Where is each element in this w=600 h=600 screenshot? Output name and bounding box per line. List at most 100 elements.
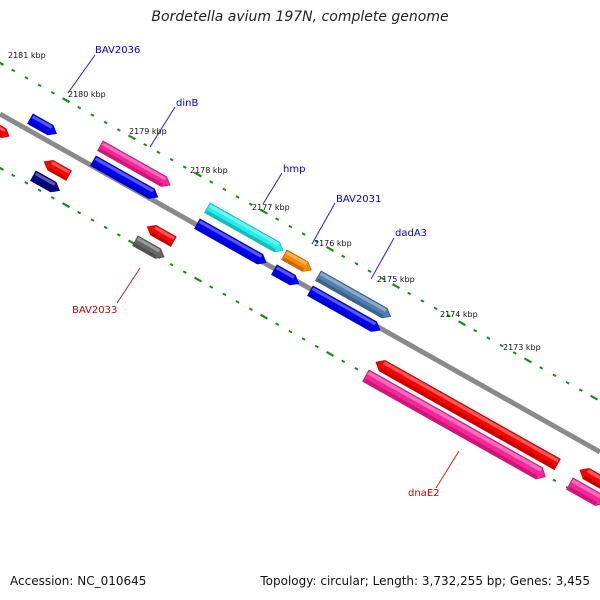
- tick-mark: [457, 320, 467, 327]
- tick-mark: [367, 269, 372, 273]
- tick-mark: [259, 313, 269, 320]
- leader-hmp: [262, 172, 283, 205]
- tick-mark: [314, 344, 319, 349]
- tick-mark: [156, 150, 161, 154]
- leader-dnae2: [435, 450, 460, 489]
- tick-mark: [182, 270, 187, 274]
- gene-red-2[interactable]: [145, 222, 177, 247]
- tick-mark: [127, 134, 137, 141]
- tick-mark: [209, 285, 214, 289]
- tick-mark: [473, 328, 478, 333]
- tick-mark: [248, 202, 253, 207]
- tick-mark: [446, 314, 451, 318]
- gene-label-bav2033[interactable]: BAV2033: [72, 305, 117, 316]
- gene-label-dinb[interactable]: dinB: [176, 98, 198, 109]
- gene-blue-3[interactable]: [271, 264, 302, 288]
- gene-dnae2[interactable]: [362, 369, 549, 482]
- gene-red-small[interactable]: [42, 157, 72, 181]
- tick-mark: [37, 188, 42, 193]
- tick-mark: [314, 239, 319, 244]
- leader-bav2031: [311, 202, 336, 245]
- tick-mark: [325, 245, 335, 252]
- gene-dinb[interactable]: [97, 140, 173, 190]
- tick-mark: [103, 120, 108, 125]
- tick-mark: [341, 359, 346, 364]
- gene-bav2031[interactable]: [281, 249, 314, 275]
- gene-label-dnae2[interactable]: dnaE2: [408, 488, 440, 499]
- tick-mark: [341, 254, 346, 259]
- leader-dada3: [370, 237, 395, 280]
- gene-track: [0, 113, 600, 509]
- tick-mark: [512, 351, 517, 355]
- tick-mark: [143, 143, 148, 147]
- tick-mark: [325, 350, 335, 357]
- tick-mark: [169, 262, 174, 267]
- tick-mark: [288, 329, 293, 334]
- tick-mark: [116, 233, 121, 237]
- tick-mark: [0, 61, 5, 66]
- tick-mark: [259, 208, 269, 215]
- tick-mark: [37, 83, 42, 88]
- tick-mark: [407, 291, 412, 296]
- tick-mark: [11, 173, 16, 178]
- kbp-label: 2179 kbp: [129, 127, 167, 136]
- tick-mark: [50, 91, 55, 95]
- tick-mark: [433, 306, 438, 311]
- tick-mark: [169, 157, 174, 162]
- gene-labels: BAV2036 dinB hmp BAV2031 dadA3 BAV2033 d…: [72, 45, 440, 499]
- tick-mark: [380, 276, 385, 281]
- tick-mark: [77, 105, 82, 110]
- tick-mark: [103, 225, 108, 230]
- tick-mark: [301, 232, 306, 236]
- gene-dada3[interactable]: [315, 270, 394, 321]
- kbp-label: 2175 kbp: [377, 275, 415, 284]
- tick-mark: [354, 262, 359, 266]
- tick-row-outer: [0, 61, 599, 401]
- gene-red-right[interactable]: [577, 465, 600, 491]
- gene-blue-4[interactable]: [307, 285, 383, 335]
- gene-label-dada3[interactable]: dadA3: [395, 228, 427, 239]
- kbp-label: 2174 kbp: [440, 310, 478, 319]
- tick-mark: [354, 367, 359, 371]
- tick-mark: [116, 128, 121, 132]
- tick-mark: [523, 357, 533, 364]
- gene-label-hmp[interactable]: hmp: [283, 164, 305, 175]
- gene-pink-right[interactable]: [566, 477, 600, 509]
- gene-blue-1[interactable]: [90, 155, 161, 202]
- gene-hmp[interactable]: [204, 202, 286, 255]
- kbp-label: 2177 kbp: [252, 203, 290, 212]
- gene-partial-left[interactable]: [0, 121, 11, 141]
- kbp-label: 2173 kbp: [503, 343, 541, 352]
- map-title: Bordetella avium 197N, complete genome: [151, 9, 449, 25]
- tick-mark: [420, 299, 425, 303]
- kbp-label: 2181 kbp: [8, 51, 46, 60]
- leader-dinb: [149, 106, 176, 148]
- gene-label-bav2036[interactable]: BAV2036: [95, 45, 140, 56]
- tick-mark: [589, 394, 599, 401]
- label-leaders: [67, 54, 460, 489]
- tick-mark: [77, 210, 82, 215]
- gene-bav2033[interactable]: [132, 235, 167, 262]
- tick-mark: [222, 187, 227, 192]
- gene-blue-2[interactable]: [194, 218, 269, 267]
- gene-bav2036[interactable]: [27, 113, 60, 138]
- accession-text: Accession: NC_010645: [10, 574, 147, 588]
- tick-mark: [235, 195, 240, 199]
- gene-navy[interactable]: [30, 170, 63, 195]
- gene-red-long[interactable]: [373, 357, 561, 471]
- gene-label-bav2031[interactable]: BAV2031: [336, 194, 381, 205]
- tick-mark: [275, 217, 280, 221]
- tick-mark: [486, 336, 491, 340]
- tick-mark: [193, 276, 203, 283]
- tick-mark: [182, 165, 187, 169]
- tick-mark: [391, 283, 401, 290]
- tick-mark: [50, 196, 55, 200]
- leader-bav2036: [67, 54, 96, 94]
- tick-mark: [24, 181, 29, 185]
- tick-mark: [288, 224, 293, 229]
- kbp-label: 2176 kbp: [314, 239, 352, 248]
- tick-mark: [0, 166, 5, 171]
- kbp-label: 2180 kbp: [68, 90, 106, 99]
- tick-mark: [565, 381, 570, 385]
